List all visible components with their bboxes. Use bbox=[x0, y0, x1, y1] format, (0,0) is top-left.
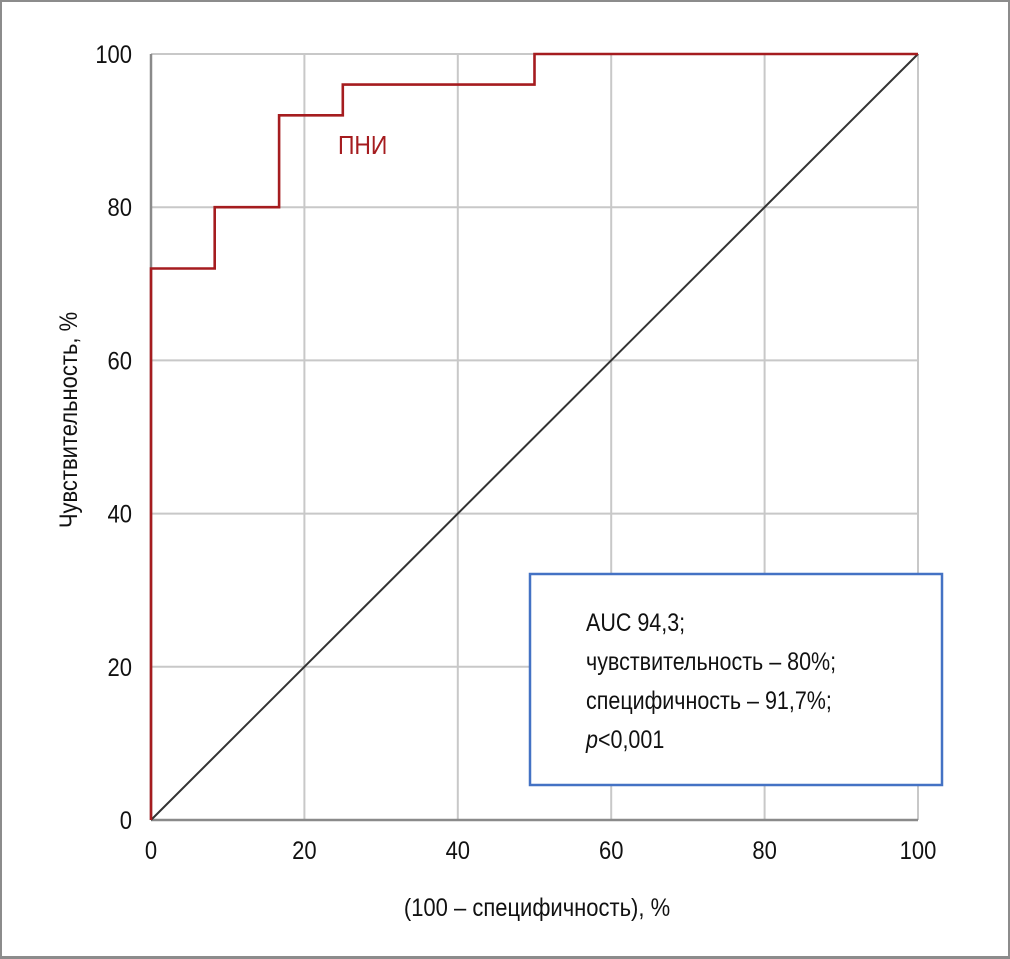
y-tick-label: 0 bbox=[120, 807, 132, 835]
y-tick-label: 100 bbox=[95, 41, 132, 69]
x-tick-label: 40 bbox=[446, 837, 470, 865]
y-tick-label: 60 bbox=[108, 347, 132, 375]
annotation-specificity: специфичность – 91,7%; bbox=[586, 686, 832, 714]
x-tick-label: 0 bbox=[145, 837, 157, 865]
annotation-border bbox=[528, 572, 944, 787]
y-tick-label: 20 bbox=[108, 654, 132, 682]
reference-diagonal-line bbox=[150, 53, 919, 821]
ticks: 0 20 40 60 80 100 0 20 40 60 80 100 bbox=[95, 41, 936, 865]
x-tick-label: 20 bbox=[292, 837, 316, 865]
x-tick-label: 60 bbox=[599, 837, 623, 865]
annotation-auc: AUC 94,3; bbox=[586, 608, 685, 636]
x-tick-label: 100 bbox=[900, 837, 937, 865]
annotation-sensitivity: чувствительность – 80%; bbox=[586, 647, 836, 675]
y-tick-label: 40 bbox=[108, 500, 132, 528]
y-axis-label: Чувствительность, % bbox=[55, 312, 83, 528]
annotation-p-value: p<0,001 bbox=[585, 725, 664, 753]
x-axis-label: (100 – специфичность), % bbox=[404, 894, 670, 922]
series-label-pni: ПНИ bbox=[338, 132, 387, 161]
p-symbol: p bbox=[585, 725, 598, 753]
roc-curve-pni bbox=[149, 52, 918, 820]
p-value: <0,001 bbox=[598, 725, 664, 753]
annotation-box: AUC 94,3; чувствительность – 80%; специф… bbox=[528, 572, 944, 787]
x-tick-label: 80 bbox=[752, 837, 776, 865]
y-tick-label: 80 bbox=[108, 194, 132, 222]
marks bbox=[149, 52, 919, 821]
